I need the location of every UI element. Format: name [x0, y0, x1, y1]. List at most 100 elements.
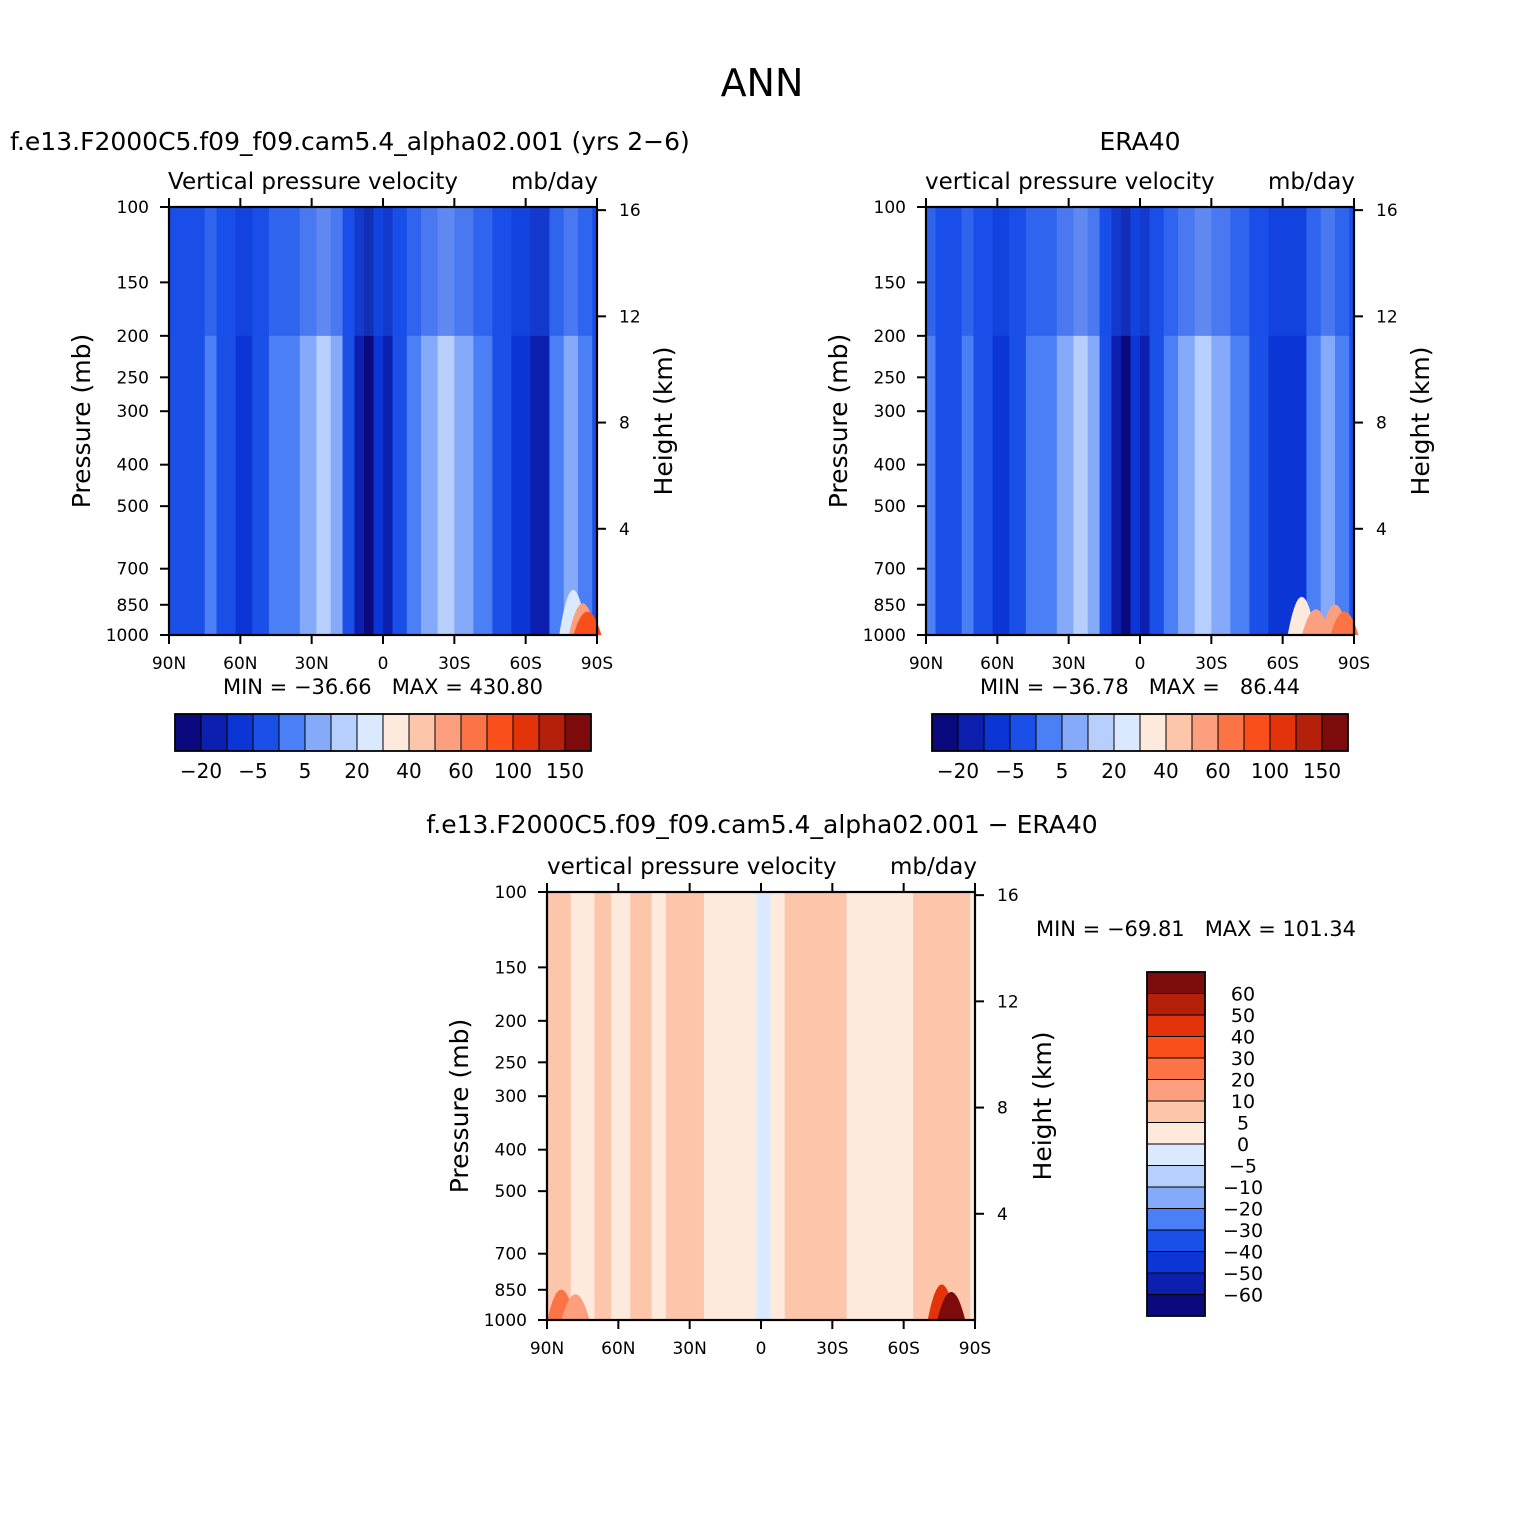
- y-tick-label: 400: [874, 456, 906, 476]
- colorbar-box: [1139, 713, 1167, 752]
- colorbar-box: [1146, 1229, 1206, 1252]
- x-tick-label: 90S: [1338, 654, 1370, 674]
- colorbar-box: [564, 713, 592, 752]
- y-tick-label: 300: [874, 402, 906, 422]
- colorbar-label: 60: [1205, 759, 1230, 783]
- contour-band: [936, 892, 957, 1320]
- y-axis-label: Pressure (mb): [67, 334, 96, 508]
- contour-band: [722, 892, 748, 1320]
- stats-text: MIN = −69.81 MAX = 101.34: [1036, 917, 1356, 941]
- y-tick-label: 100: [495, 883, 527, 903]
- panel-case-title: ERA40: [1099, 127, 1180, 156]
- x-tick-label: 90S: [959, 1339, 991, 1359]
- height-tick-label: 4: [619, 520, 630, 540]
- colorbar-label: 60: [448, 759, 473, 783]
- height-tick-label: 12: [997, 992, 1019, 1012]
- contour-band: [594, 892, 612, 1320]
- y-tick-label: 700: [874, 560, 906, 580]
- colorbar-label: −50: [1223, 1263, 1263, 1285]
- x-tick-label: 0: [378, 654, 389, 674]
- contour-band: [570, 892, 596, 1320]
- colorbar-label: −20: [937, 759, 979, 783]
- y-tick-label: 850: [117, 596, 149, 616]
- contour-band: [846, 892, 871, 1320]
- colorbar-box: [1061, 713, 1089, 752]
- y-tick-label: 250: [117, 368, 149, 388]
- colorbar-box: [512, 713, 540, 752]
- y-axis-label: Pressure (mb): [824, 334, 853, 508]
- x-tick-label: 0: [756, 1339, 767, 1359]
- contour-band: [665, 892, 691, 1320]
- height-tick-label: 8: [1376, 414, 1387, 434]
- y-tick-label: 100: [874, 198, 906, 218]
- height-tick-label: 16: [1376, 201, 1398, 221]
- colorbar-box: [200, 713, 228, 752]
- colorbar-box: [1146, 1251, 1206, 1274]
- colorbar-box: [252, 713, 280, 752]
- x-tick-label: 0: [1135, 654, 1146, 674]
- y-tick-label: 700: [117, 560, 149, 580]
- y-tick-label: 400: [117, 456, 149, 476]
- x-tick-label: 30N: [1051, 654, 1085, 674]
- height-tick-label: 12: [1376, 307, 1398, 327]
- y-tick-label: 400: [495, 1141, 527, 1161]
- colorbar-box: [1035, 713, 1063, 752]
- contour-band: [1130, 207, 1141, 635]
- colorbar-box: [304, 713, 332, 752]
- colorbar-box: [538, 713, 566, 752]
- height-tick-label: 16: [619, 201, 641, 221]
- contour-band: [955, 892, 971, 1320]
- y-tick-label: 1000: [863, 626, 906, 646]
- height-tick-label: 8: [997, 1099, 1008, 1119]
- colorbar-box: [1191, 713, 1219, 752]
- y-tick-label: 500: [874, 497, 906, 517]
- colorbar-box: [1146, 1294, 1206, 1317]
- panel-units: mb/day: [890, 854, 977, 880]
- colorbar-box: [486, 713, 514, 752]
- colorbar-box: [1146, 993, 1206, 1016]
- y-tick-label: 300: [117, 402, 149, 422]
- colorbar-label: 40: [1231, 1027, 1255, 1049]
- y-tick-label: 250: [874, 368, 906, 388]
- y-tick-label: 100: [117, 198, 149, 218]
- y-tick-label: 150: [874, 273, 906, 293]
- contour-band: [630, 892, 653, 1320]
- colorbar-box: [1321, 713, 1349, 752]
- colorbar-box: [1113, 713, 1141, 752]
- colorbar-label: −5: [995, 759, 1024, 783]
- x-tick-label: 60N: [980, 654, 1014, 674]
- colorbar-label: 40: [396, 759, 421, 783]
- figure-title: ANN: [721, 61, 804, 105]
- contour-band: [373, 207, 384, 635]
- colorbar-box: [1243, 713, 1271, 752]
- y-tick-label: 500: [117, 497, 149, 517]
- colorbar-label: 150: [1303, 759, 1341, 783]
- y-axis-label: Pressure (mb): [445, 1019, 474, 1193]
- upper-level-shading: [926, 207, 1354, 336]
- colorbar-label: −20: [1223, 1199, 1263, 1221]
- colorbar-box: [226, 713, 254, 752]
- stats-text: MIN = −36.66 MAX = 430.80: [223, 675, 543, 699]
- panel-obs: ERA40 vertical pressure velocity mb/day …: [824, 127, 1435, 783]
- colorbar-label: 20: [1101, 759, 1126, 783]
- x-tick-label: 90N: [530, 1339, 564, 1359]
- surface-patch: [1330, 611, 1359, 635]
- contour-band: [870, 892, 895, 1320]
- stats-text: MIN = −36.78 MAX = 86.44: [980, 675, 1300, 699]
- panel-field-title: vertical pressure velocity: [547, 854, 837, 880]
- x-tick-label: 90N: [152, 654, 186, 674]
- x-tick-label: 30N: [672, 1339, 706, 1359]
- contour-band: [547, 892, 572, 1320]
- y-tick-label: 200: [495, 1012, 527, 1032]
- contour-band: [611, 892, 631, 1320]
- contour-band: [756, 892, 772, 1320]
- y-tick-label: 850: [874, 596, 906, 616]
- contour-band: [808, 892, 833, 1320]
- y-tick-label: 850: [495, 1281, 527, 1301]
- contour-band: [970, 892, 976, 1320]
- colorbar-label: 5: [299, 759, 312, 783]
- colorbar-label: 100: [1251, 759, 1289, 783]
- colorbar-label: 30: [1231, 1048, 1255, 1070]
- contour-band: [363, 207, 375, 635]
- panel-field-title: vertical pressure velocity: [925, 169, 1215, 195]
